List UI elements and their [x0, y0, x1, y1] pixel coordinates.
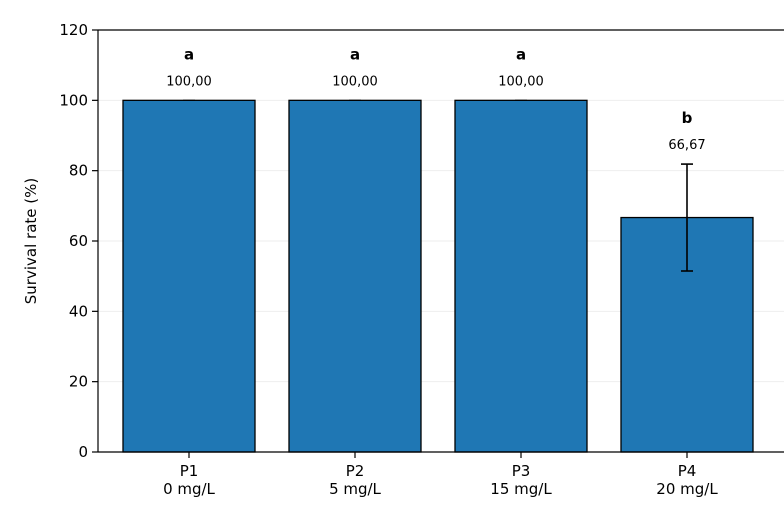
value-label: 100,00: [332, 74, 378, 89]
x-category-code: P4: [678, 462, 697, 480]
bars-layer: [122, 99, 754, 453]
x-category-dose: 20 mg/L: [656, 480, 718, 498]
value-label: 100,00: [498, 74, 544, 89]
y-axis-label: Survival rate (%): [22, 178, 40, 304]
y-tick-label: 60: [69, 232, 88, 250]
labels-layer: 100,00 a 100,00 a 100,00 a 66,67 b: [166, 45, 705, 153]
x-category-code: P3: [512, 462, 531, 480]
x-category-dose: 15 mg/L: [490, 480, 552, 498]
bar-p3: [454, 99, 588, 453]
bar-p2: [288, 99, 422, 453]
significance-letter: a: [184, 45, 194, 63]
x-category-code: P2: [346, 462, 365, 480]
y-tick-label: 20: [69, 373, 88, 391]
x-category-code: P1: [180, 462, 199, 480]
value-label: 100,00: [166, 74, 212, 89]
bar-p1: [122, 99, 256, 453]
significance-letter: b: [682, 109, 693, 127]
significance-letter: a: [516, 45, 526, 63]
y-tick-label: 120: [59, 21, 88, 39]
y-tick-label: 40: [69, 302, 88, 320]
x-category-dose: 0 mg/L: [163, 480, 215, 498]
significance-letter: a: [350, 45, 360, 63]
value-label: 66,67: [668, 138, 705, 153]
y-tick-label: 100: [59, 91, 88, 109]
x-category-dose: 5 mg/L: [329, 480, 381, 498]
y-tick-label: 80: [69, 162, 88, 180]
y-tick-label: 0: [78, 443, 88, 461]
